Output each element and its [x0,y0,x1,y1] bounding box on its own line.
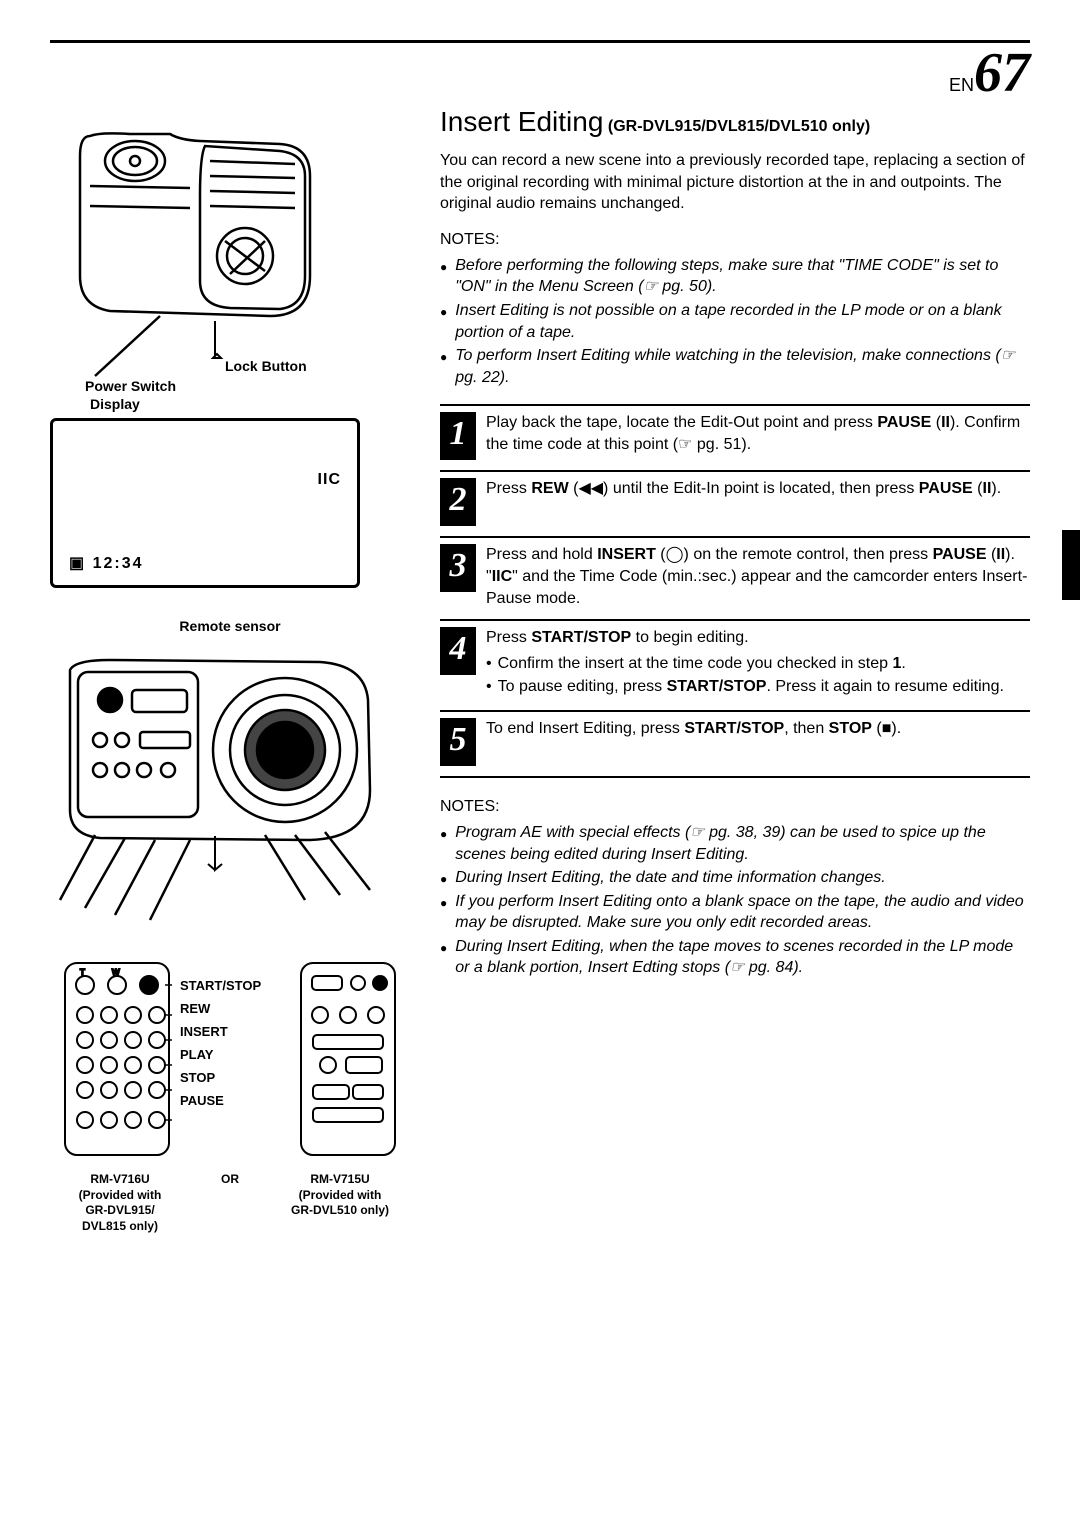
step-2-body: Press REW (◀◀) until the Edit-In point i… [486,478,1030,526]
remote-button-labels: START/STOP REW INSERT PLAY STOP PAUSE [180,970,290,1116]
caption-right-n2: GR-DVL510 only) [270,1203,410,1219]
display-timecode: ▣ 12:34 [69,553,143,573]
caption-left-n1: (Provided with [50,1188,190,1204]
notes1-item: Insert Editing is not possible on a tape… [440,300,1030,343]
svg-text:W: W [112,968,120,977]
notes2-item: During Insert Editing, the date and time… [440,867,1030,889]
step-4-sub-a: Confirm the insert at the time code you … [486,653,1030,675]
notes2-item: During Insert Editing, when the tape mov… [440,936,1030,979]
svg-text:T: T [80,968,85,977]
step-number-3: 3 [440,544,476,592]
remote-left-svg: TW [62,960,172,1160]
step-number-4: 4 [440,627,476,675]
step-5: 5 To end Insert Editing, press START/STO… [440,710,1030,766]
side-tab [1062,530,1080,600]
steps-end-rule [440,776,1030,778]
step-number-2: 2 [440,478,476,526]
caption-left-n2: GR-DVL915/ [50,1203,190,1219]
step-number-5: 5 [440,718,476,766]
notes2-item-text: During Insert Editing, the date and time… [455,867,885,889]
remote-caption-left: RM-V716U (Provided with GR-DVL915/ DVL81… [50,1172,190,1234]
intro-paragraph: You can record a new scene into a previo… [440,150,1030,215]
remote-captions: RM-V716U (Provided with GR-DVL915/ DVL81… [50,1172,410,1234]
notes1-item-text: Before performing the following steps, m… [455,255,1030,298]
section-title-sub: (GR-DVL915/DVL815/DVL510 only) [608,118,870,135]
notes2-item-text: During Insert Editing, when the tape mov… [455,936,1030,979]
label-rew: REW [180,1001,290,1016]
section-title: Insert Editing [440,106,603,137]
top-rule [50,40,1030,43]
caption-right-model: RM-V715U [270,1172,410,1188]
notes1-label: NOTES: [440,231,1030,249]
camcorder-side-svg [50,106,380,386]
notes2-item: Program AE with special effects (☞ pg. 3… [440,822,1030,865]
label-insert: INSERT [180,1024,290,1039]
remote-controls-row: TW START/STOP REW INSERT PLAY STOP PAUSE [50,960,410,1160]
label-play: PLAY [180,1047,290,1062]
step-3: 3 Press and hold INSERT (◯) on the remot… [440,536,1030,609]
camera-front-svg [50,640,410,950]
page-lang-prefix: EN [949,75,974,95]
step-4: 4 Press START/STOP to begin editing. Con… [440,619,1030,700]
caption-left-n3: DVL815 only) [50,1219,190,1235]
caption-right-n1: (Provided with [270,1188,410,1204]
notes2-item-text: If you perform Insert Editing onto a bla… [455,891,1030,934]
step-2: 2 Press REW (◀◀) until the Edit-In point… [440,470,1030,526]
power-switch-label: Power Switch [85,378,176,394]
notes2-list: Program AE with special effects (☞ pg. 3… [440,822,1030,979]
right-column: Insert Editing (GR-DVL915/DVL815/DVL510 … [440,106,1030,1234]
page-num: 67 [974,42,1030,104]
step-4-sub-b: To pause editing, press START/STOP. Pres… [486,676,1030,698]
step-3-body: Press and hold INSERT (◯) on the remote … [486,544,1030,609]
notes1-item-text: Insert Editing is not possible on a tape… [455,300,1030,343]
label-start-stop: START/STOP [180,978,290,993]
label-stop: STOP [180,1070,290,1085]
label-pause: PAUSE [180,1093,290,1108]
title-row: Insert Editing (GR-DVL915/DVL815/DVL510 … [440,106,1030,138]
notes1-item: To perform Insert Editing while watching… [440,345,1030,388]
display-time-value: 12:34 [93,555,144,572]
step-number-1: 1 [440,412,476,460]
remote-right-svg [298,960,398,1160]
notes1-item-text: To perform Insert Editing while watching… [455,345,1030,388]
remote-caption-or: OR [210,1172,250,1234]
step-5-body: To end Insert Editing, press START/STOP,… [486,718,1030,766]
notes2-item: If you perform Insert Editing onto a bla… [440,891,1030,934]
notes1-list: Before performing the following steps, m… [440,255,1030,389]
step-4-sublist: Confirm the insert at the time code you … [486,653,1030,698]
remote-sensor-label: Remote sensor [50,618,410,634]
camcorder-side-diagram: Lock Button Power Switch [50,106,380,386]
left-column: Lock Button Power Switch Display IIC ▣ 1… [50,106,410,1234]
notes2-label: NOTES: [440,798,1030,816]
display-mode-icon: IIC [318,471,341,489]
display-label: Display [90,396,410,412]
step-1-body: Play back the tape, locate the Edit-Out … [486,412,1030,460]
remote-caption-right: RM-V715U (Provided with GR-DVL510 only) [270,1172,410,1234]
lock-button-label: Lock Button [225,358,307,374]
page-number: EN67 [50,51,1030,96]
step-4-body: Press START/STOP to begin editing. Confi… [486,627,1030,700]
notes1-item: Before performing the following steps, m… [440,255,1030,298]
notes2-item-text: Program AE with special effects (☞ pg. 3… [455,822,1030,865]
caption-left-model: RM-V716U [50,1172,190,1188]
camera-front-diagram [50,640,410,950]
step-1: 1 Play back the tape, locate the Edit-Ou… [440,404,1030,460]
display-box: IIC ▣ 12:34 [50,418,360,588]
